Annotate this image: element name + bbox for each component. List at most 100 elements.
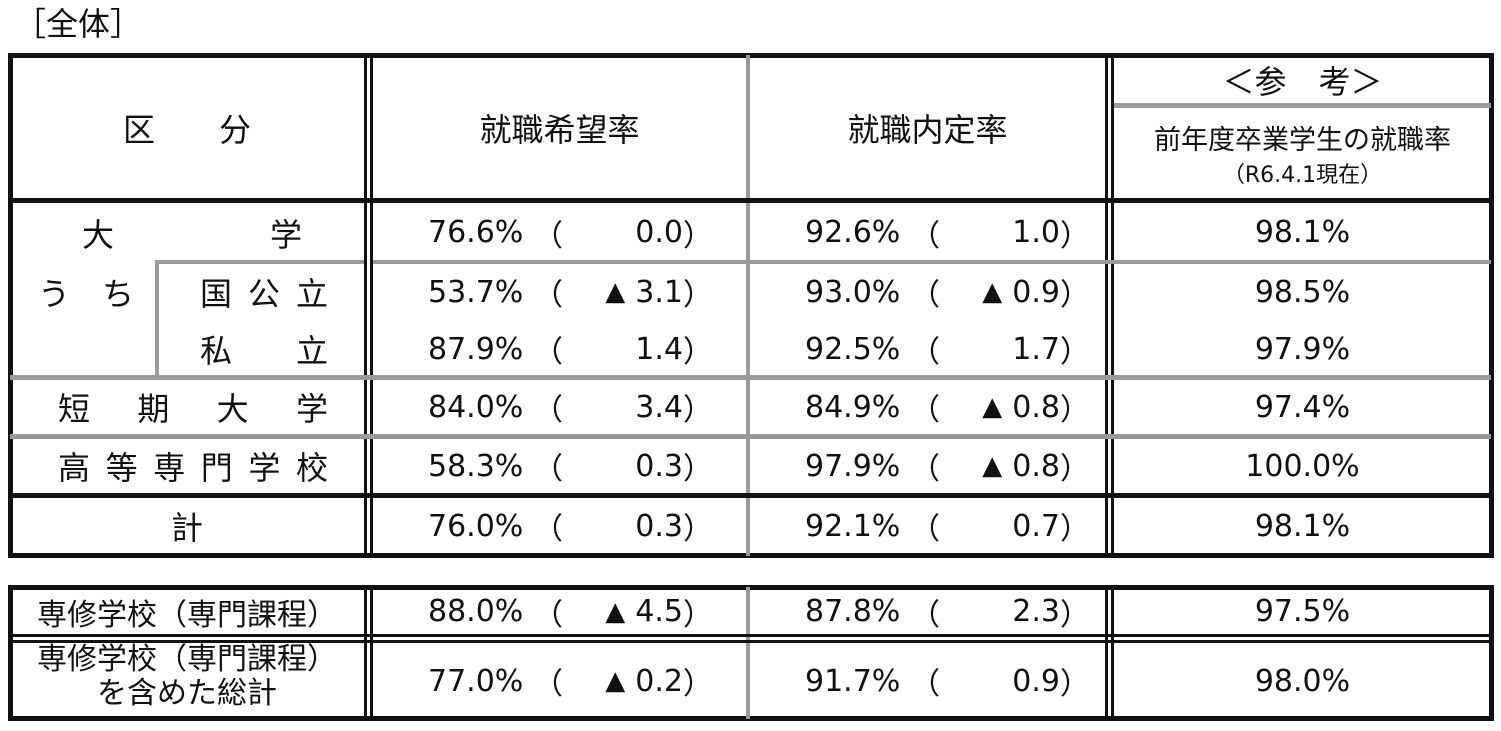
row-vocational-reference-rate: 97.5% [1254,594,1351,629]
row-junior-college-offer-percent: 84.9% [805,389,901,425]
decrease-triangle-icon: ▲ [982,392,1003,422]
row-university-wish-percent: 76.6% [428,215,524,250]
row-private-wish-difference: 1.4） [573,322,713,376]
row-university-offer-difference-value: 1.0 [1012,215,1060,250]
row-vocational-wish-difference-value: 4.5 [635,594,683,629]
row-grand-total-offer-difference: 0.9） [950,643,1090,719]
row-private-wish-difference-value: 1.4 [635,331,683,367]
row-university-offer-difference: 1.0） [950,205,1090,260]
row-public-offer-percent: 93.0% [805,274,901,310]
row-public-wish-difference-value: 3.1 [635,274,683,310]
header-reference-sub: 前年度卒業学生の就職率 [1154,124,1451,156]
row-technical-college-reference-rate: 100.0% [1245,448,1360,484]
row-vocational-offer-percent: 87.8% [805,594,901,629]
row-junior-college-offer-difference-value: 0.8 [1012,389,1060,425]
row-public-wish-close-paren: ） [683,278,713,313]
row-grand-total-wish-open-paren: （ [533,667,563,702]
decrease-triangle-icon: ▲ [982,451,1003,481]
row-public-wish-percent: 53.7% [428,274,524,310]
row-university-wish-difference-value: 0.0 [635,215,683,250]
row-label-technical-college: 高等専門学校 [58,449,328,487]
row-junior-college-wish-difference: 3.4） [573,380,713,434]
decrease-triangle-icon: ▲ [982,277,1003,307]
row-label-public: 国公立 [200,275,328,313]
row-junior-college-reference-rate: 97.4% [1254,389,1351,425]
row-label-university: 大学 [82,215,302,254]
decrease-triangle-icon: ▲ [605,666,626,696]
row-vocational-offer-difference: 2.3） [950,589,1090,634]
row-junior-college-wish-close-paren: ） [683,393,713,428]
row-total-offer-percent: 92.1% [805,508,901,544]
row-grand-total-wish-difference: ▲ 0.2） [573,643,713,719]
row-total-wish-close-paren: ） [683,512,713,547]
row-technical-college-wish-difference: 0.3） [573,439,713,493]
decrease-triangle-icon: ▲ [605,277,626,307]
row-private-offer-difference-value: 1.7 [1012,331,1060,367]
row-technical-college-offer-percent: 97.9% [805,448,901,484]
row-technical-college-offer-close-paren: ） [1060,452,1090,487]
row-vocational-offer-open-paren: （ [910,597,940,633]
header-reference-title: ＜参 考＞ [1222,63,1383,101]
row-university-wish-close-paren: ） [683,218,713,254]
row-grand-total-offer-percent: 91.7% [805,663,901,699]
row-total-wish-difference: 0.3） [573,498,713,554]
row-university-reference-rate: 98.1% [1254,215,1351,250]
row-label-grand-total: 専修学校（専門課程） を含めた総計 [37,642,337,711]
row-vocational-wish-open-paren: （ [533,597,563,633]
row-private-offer-open-paren: （ [910,335,940,370]
row-technical-college-offer-difference: ▲ 0.8） [950,439,1090,493]
row-public-wish-difference: ▲ 3.1） [573,264,713,320]
row-public-offer-difference: ▲ 0.9） [950,264,1090,320]
row-grand-total-offer-difference-value: 0.9 [1012,663,1060,699]
row-private-wish-percent: 87.9% [428,331,524,367]
row-vocational-offer-close-paren: ） [1060,597,1090,633]
row-grand-total-wish-percent: 77.0% [428,663,524,699]
row-public-wish-open-paren: （ [533,278,563,313]
header-category: 区 分 [122,110,251,149]
header-offer-rate: 就職内定率 [847,110,1008,149]
row-technical-college-offer-open-paren: （ [910,452,940,487]
header-wish-rate: 就職希望率 [479,110,640,149]
row-public-offer-difference-value: 0.9 [1012,274,1060,310]
row-total-offer-difference-value: 0.7 [1012,508,1060,544]
row-technical-college-wish-percent: 58.3% [428,448,524,484]
row-grand-total-reference-rate: 98.0% [1254,663,1351,699]
row-university-offer-percent: 92.6% [805,215,901,250]
row-total-wish-difference-value: 0.3 [635,508,683,544]
row-vocational-wish-difference: ▲ 4.5） [573,589,713,634]
row-vocational-offer-difference-value: 2.3 [1012,594,1060,629]
row-private-offer-close-paren: ） [1060,335,1090,370]
row-total-offer-open-paren: （ [910,512,940,547]
row-private-offer-difference: 1.7） [950,322,1090,376]
row-label-uchi: うち [38,275,134,313]
row-private-wish-open-paren: （ [533,335,563,370]
row-public-reference-rate: 98.5% [1254,274,1351,310]
row-grand-total-wish-difference-value: 0.2 [635,663,683,699]
row-private-reference-rate: 97.9% [1254,331,1351,367]
row-total-reference-rate: 98.1% [1254,508,1351,544]
row-total-wish-percent: 76.0% [428,508,524,544]
row-technical-college-wish-open-paren: （ [533,452,563,487]
row-technical-college-wish-close-paren: ） [683,452,713,487]
row-university-offer-close-paren: ） [1060,218,1090,254]
row-university-wish-difference: 0.0） [573,205,713,260]
section-heading: ［全体］ [14,5,143,43]
row-grand-total-offer-close-paren: ） [1060,667,1090,702]
row-junior-college-offer-close-paren: ） [1060,393,1090,428]
row-public-offer-open-paren: （ [910,278,940,313]
row-junior-college-wish-difference-value: 3.4 [635,389,683,425]
main-table [8,53,1494,558]
row-junior-college-offer-difference: ▲ 0.8） [950,380,1090,434]
row-grand-total-wish-close-paren: ） [683,667,713,702]
row-private-offer-percent: 92.5% [805,331,901,367]
row-label-junior-college: 短期大学 [58,390,328,428]
row-total-offer-close-paren: ） [1060,512,1090,547]
row-junior-college-wish-open-paren: （ [533,393,563,428]
decrease-triangle-icon: ▲ [605,596,626,627]
row-total-wish-open-paren: （ [533,512,563,547]
row-junior-college-offer-open-paren: （ [910,393,940,428]
row-private-wish-close-paren: ） [683,335,713,370]
row-technical-college-offer-difference-value: 0.8 [1012,448,1060,484]
row-technical-college-wish-difference-value: 0.3 [635,448,683,484]
row-vocational-wish-close-paren: ） [683,597,713,633]
